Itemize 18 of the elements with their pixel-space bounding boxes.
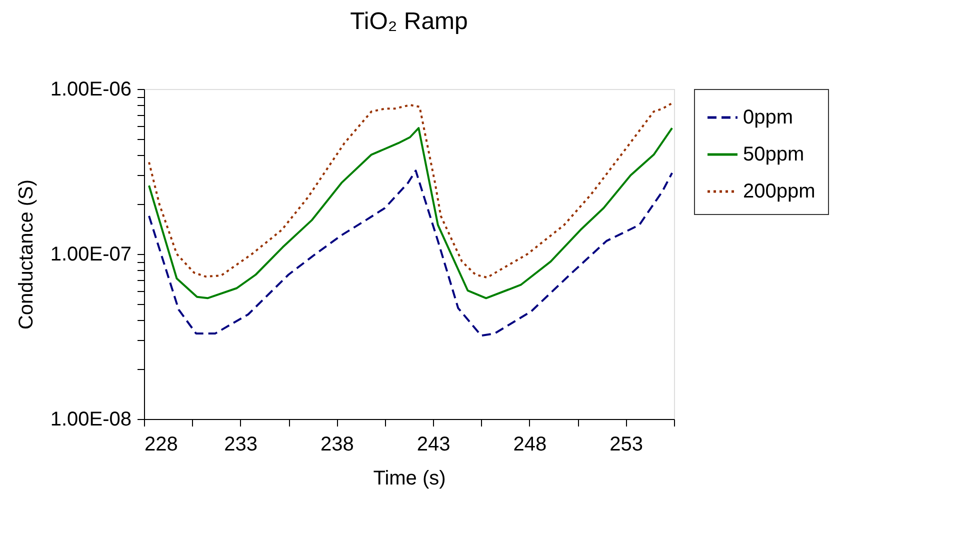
y-axis-title: Conductance (S) [15,179,38,330]
x-tick-label: 233 [224,434,258,456]
y-tick-label: 1.00E-07 [50,244,132,266]
legend-label: 0ppm [743,106,794,128]
x-axis-title: Time (s) [373,468,446,490]
x-tick-label: 253 [610,434,644,456]
x-tick-label: 238 [320,434,354,456]
x-tick-label: 243 [416,434,450,456]
legend-label: 200ppm [743,180,816,202]
x-tick-label: 228 [144,434,178,456]
y-tick-label: 1.00E-08 [50,408,132,430]
line-series [148,170,674,337]
x-tick-label: 248 [513,434,547,456]
chart-title: TiO₂ Ramp [350,8,468,35]
line-series [148,102,674,279]
line-series [148,127,674,300]
legend-label: 50ppm [743,144,804,166]
y-tick-label: 1.00E-06 [50,78,132,100]
